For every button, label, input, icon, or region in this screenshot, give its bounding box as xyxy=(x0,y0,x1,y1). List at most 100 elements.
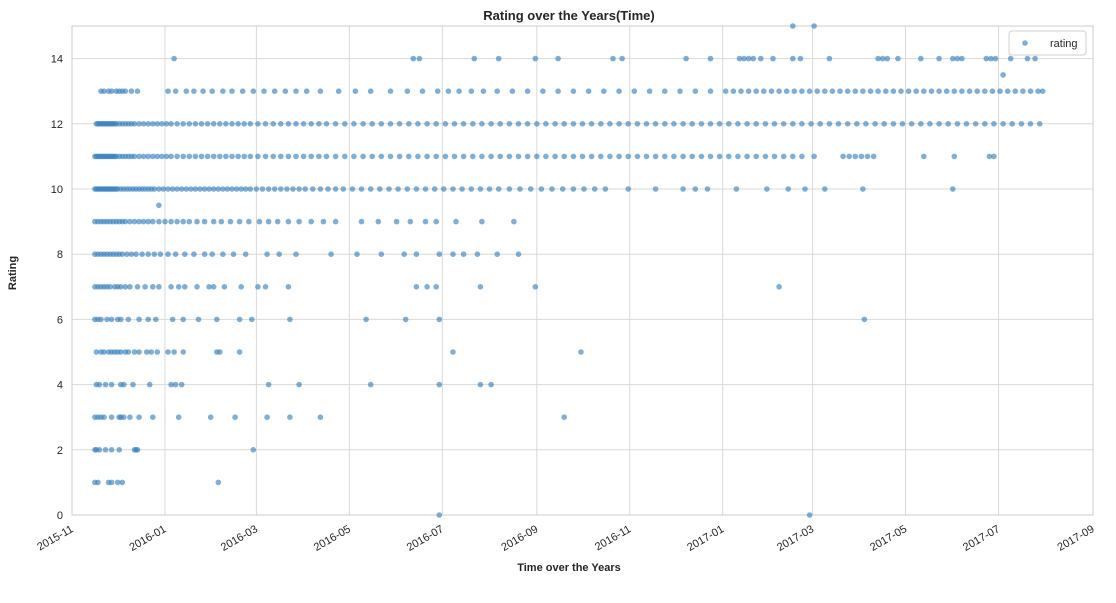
data-point xyxy=(602,186,609,192)
data-point xyxy=(433,218,440,225)
data-point xyxy=(131,349,138,355)
data-point xyxy=(134,284,141,290)
data-point xyxy=(826,121,833,127)
data-point xyxy=(436,316,443,323)
data-point xyxy=(683,55,689,62)
data-point xyxy=(180,218,186,225)
data-point xyxy=(477,381,484,388)
data-point xyxy=(811,153,817,160)
data-point xyxy=(895,55,901,62)
data-point xyxy=(367,381,374,388)
data-point xyxy=(524,121,531,127)
data-point xyxy=(619,55,625,62)
data-point xyxy=(817,121,823,127)
data-point xyxy=(441,186,447,192)
data-point xyxy=(543,121,549,127)
data-point xyxy=(954,121,961,127)
data-point xyxy=(264,414,270,421)
data-point xyxy=(625,121,631,127)
data-point xyxy=(238,284,244,290)
data-point xyxy=(169,316,176,323)
data-point xyxy=(776,284,782,290)
data-point xyxy=(733,186,740,192)
data-point xyxy=(750,55,756,62)
data-point xyxy=(209,251,215,257)
data-point xyxy=(433,153,440,160)
data-point xyxy=(680,121,686,127)
data-point xyxy=(652,186,659,192)
data-point xyxy=(424,121,430,127)
data-point xyxy=(239,88,246,94)
data-point xyxy=(581,186,587,192)
data-point xyxy=(317,186,324,192)
data-point xyxy=(153,316,159,323)
data-point xyxy=(477,284,484,290)
data-point xyxy=(303,88,310,94)
data-point xyxy=(317,414,324,421)
data-point xyxy=(704,186,711,192)
legend-label: rating xyxy=(1050,38,1078,50)
data-point xyxy=(470,153,476,160)
data-point xyxy=(540,88,546,94)
data-point xyxy=(456,88,462,94)
data-point xyxy=(191,251,197,257)
data-point xyxy=(183,186,190,192)
data-point xyxy=(145,153,151,160)
data-point xyxy=(506,121,513,127)
data-point xyxy=(293,153,299,160)
data-point xyxy=(396,153,403,160)
data-point xyxy=(131,153,138,160)
data-point xyxy=(761,88,767,94)
data-point xyxy=(450,251,456,257)
data-point xyxy=(128,88,135,94)
data-point xyxy=(127,414,133,421)
data-point xyxy=(387,88,394,94)
data-point xyxy=(822,88,828,94)
data-point xyxy=(192,121,199,127)
data-point xyxy=(898,88,904,94)
data-point xyxy=(758,55,764,62)
y-tick-label: 12 xyxy=(51,119,63,131)
data-point xyxy=(538,186,545,192)
data-point xyxy=(168,381,174,388)
data-point xyxy=(285,121,292,127)
data-point xyxy=(951,153,958,160)
data-point xyxy=(136,153,142,160)
data-point xyxy=(989,88,996,94)
data-point xyxy=(928,88,935,94)
data-point xyxy=(163,153,170,160)
data-point xyxy=(259,186,266,192)
legend-marker xyxy=(1022,40,1028,46)
data-point xyxy=(936,55,942,62)
data-point xyxy=(290,186,296,192)
data-point xyxy=(160,186,167,192)
data-point xyxy=(943,88,950,94)
data-point xyxy=(433,121,440,127)
data-point xyxy=(378,121,385,127)
data-point xyxy=(835,121,842,127)
data-point xyxy=(927,121,933,127)
data-point xyxy=(1024,55,1031,62)
data-point xyxy=(207,414,214,421)
data-point xyxy=(351,121,357,127)
data-point xyxy=(143,349,150,355)
data-point xyxy=(415,121,421,127)
data-point xyxy=(241,121,247,127)
data-point xyxy=(210,121,217,127)
data-point xyxy=(840,153,846,160)
data-point xyxy=(232,414,238,421)
data-point xyxy=(194,218,200,225)
data-point xyxy=(174,153,180,160)
data-point xyxy=(101,349,107,355)
data-point xyxy=(387,121,394,127)
data-point xyxy=(154,121,161,127)
data-point xyxy=(555,88,561,94)
data-point xyxy=(404,88,411,94)
data-point xyxy=(822,186,828,192)
data-point xyxy=(136,121,142,127)
data-point xyxy=(206,284,212,290)
data-point xyxy=(172,251,179,257)
y-tick-label: 4 xyxy=(57,380,63,392)
data-point xyxy=(988,55,994,62)
